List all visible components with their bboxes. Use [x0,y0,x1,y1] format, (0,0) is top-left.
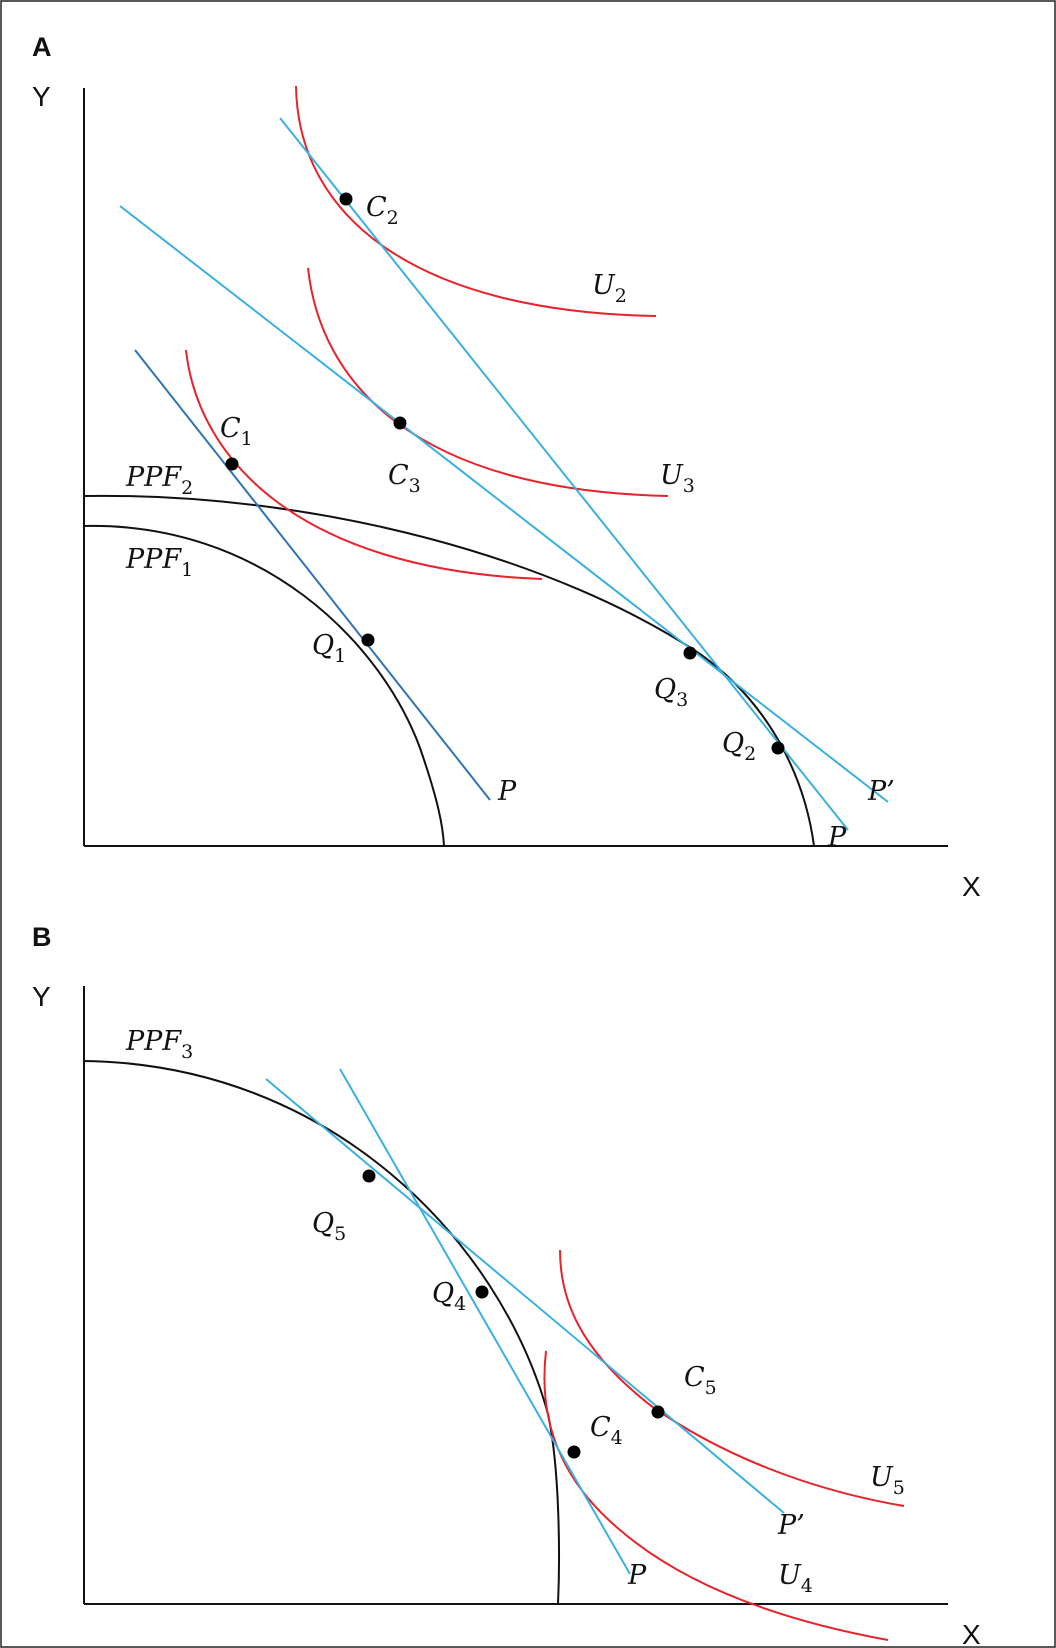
label-u3: U3 [660,460,695,497]
price-line-p-left [134,349,491,801]
price-line-p [339,1068,631,1575]
point-q2 [771,741,785,755]
label-c4: C4 [590,1412,623,1449]
price-line-p-prime [119,205,889,803]
panel-a-y-axis-label: Y [32,81,51,112]
label-q3: Q3 [654,674,688,711]
panel-b: B Y X PPF3 Q5 Q4 C5 C4 U5 P’ U4 P [32,922,981,1648]
panel-a: A Y X C1 C2 C3 PPF2 PPF1 Q1 Q3 Q2 U2 U3 [32,32,981,902]
point-c3 [393,416,407,430]
label-c2: C2 [366,192,399,229]
label-p-prime: P’ [867,776,895,807]
label-c3: C3 [388,460,421,497]
label-u5: U5 [870,1462,905,1499]
label-c1: C1 [220,413,253,450]
point-c4 [567,1445,581,1459]
label-p-prime: P’ [777,1510,805,1541]
label-ppf1: PPF1 [125,544,193,581]
u5-indifference-curve [559,1249,905,1507]
point-q4 [475,1285,489,1299]
label-p-left: P [497,776,517,807]
label-q4: Q4 [432,1278,466,1315]
u1-indifference-curve [185,349,543,580]
label-q5: Q5 [312,1208,346,1245]
panel-b-x-axis-label: X [962,1619,981,1648]
ppf3-curve [83,1060,560,1605]
point-c2 [339,192,353,206]
panel-b-letter: B [32,922,52,952]
ppf2-curve [83,494,815,847]
panel-a-letter: A [32,32,52,62]
price-line-p-right [279,117,849,831]
label-q1: Q1 [312,630,346,667]
label-p-right: P [827,822,847,853]
point-q5 [362,1169,376,1183]
point-q1 [361,633,375,647]
point-c1 [225,457,239,471]
label-ppf3: PPF3 [125,1026,193,1063]
panel-b-y-axis-label: Y [32,981,51,1012]
label-u4: U4 [778,1560,813,1597]
point-c5 [651,1405,665,1419]
u4-indifference-curve [543,1350,889,1641]
label-c5: C5 [684,1362,717,1399]
label-q2: Q2 [722,728,756,765]
ppf1-curve [83,524,445,847]
price-line-p-prime [265,1078,785,1514]
point-q3 [683,646,697,660]
u2-indifference-curve [295,85,657,317]
label-ppf2: PPF2 [125,462,193,499]
panel-a-x-axis-label: X [962,871,981,902]
label-u2: U2 [592,270,627,307]
label-p: P [627,1560,647,1591]
